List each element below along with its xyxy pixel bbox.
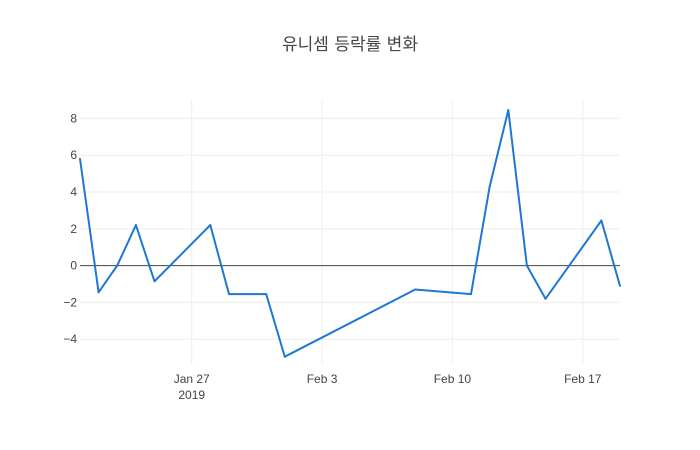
x-tick-sublabel: 2019 [178,388,205,402]
y-tick-label: 4 [70,185,77,199]
data-point[interactable] [414,288,417,291]
x-tick-label: Jan 27 [174,372,210,386]
data-point[interactable] [525,264,528,267]
grid [80,100,620,365]
data-point[interactable] [507,109,510,112]
data-point[interactable] [488,185,491,188]
x-axis-ticks: Jan 27 2019 Feb 3 Feb 10 Feb 17 [174,372,602,402]
data-point[interactable] [470,293,473,296]
y-tick-label: 8 [70,111,77,125]
series-layer [79,109,621,358]
data-point[interactable] [153,280,156,283]
x-tick-label: Feb 3 [307,372,338,386]
data-point[interactable] [116,264,119,267]
data-point[interactable] [209,224,212,227]
y-axis-ticks: −4 −2 0 2 4 6 8 [63,111,77,346]
chart-title: 유니셈 등락률 변화 [282,35,418,55]
x-tick-label: Feb 10 [434,372,472,386]
y-tick-label: 6 [70,148,77,162]
data-point[interactable] [600,219,603,222]
data-point[interactable] [97,291,100,294]
data-point[interactable] [544,297,547,300]
series-line [79,109,621,358]
data-point[interactable] [283,355,286,358]
y-tick-label: 2 [70,222,77,236]
y-tick-label: −4 [63,332,77,346]
data-point[interactable] [227,293,230,296]
data-point[interactable] [619,284,621,287]
x-tick-label: Feb 17 [564,372,602,386]
data-point[interactable] [79,157,81,160]
y-tick-label: 0 [70,259,77,273]
data-point[interactable] [265,293,268,296]
y-tick-label: −2 [63,295,77,309]
data-point[interactable] [134,224,137,227]
